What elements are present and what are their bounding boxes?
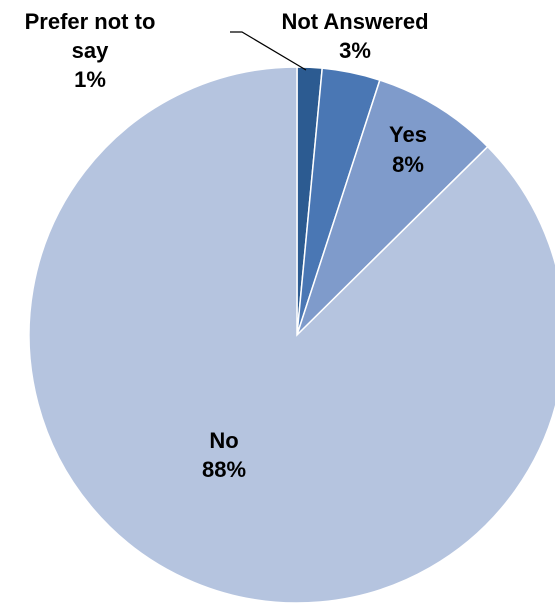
yes-label: Yes (389, 122, 427, 147)
yes-percent: 8% (392, 152, 424, 177)
not-answered-label: Not Answered (281, 9, 428, 34)
prefer-not-to-say-label-line1: Prefer not to (25, 9, 156, 34)
not-answered-percent: 3% (339, 38, 371, 63)
pie-slice-no (28, 66, 555, 603)
prefer-not-to-say-leader-line (230, 31, 307, 71)
pie-slices (28, 66, 555, 603)
prefer-not-to-say-label-line2: say (72, 38, 109, 63)
no-percent: 88% (202, 457, 246, 482)
no-label: No (209, 428, 238, 453)
prefer-not-to-say-percent: 1% (74, 67, 106, 92)
pie-slice-yes (296, 79, 489, 336)
